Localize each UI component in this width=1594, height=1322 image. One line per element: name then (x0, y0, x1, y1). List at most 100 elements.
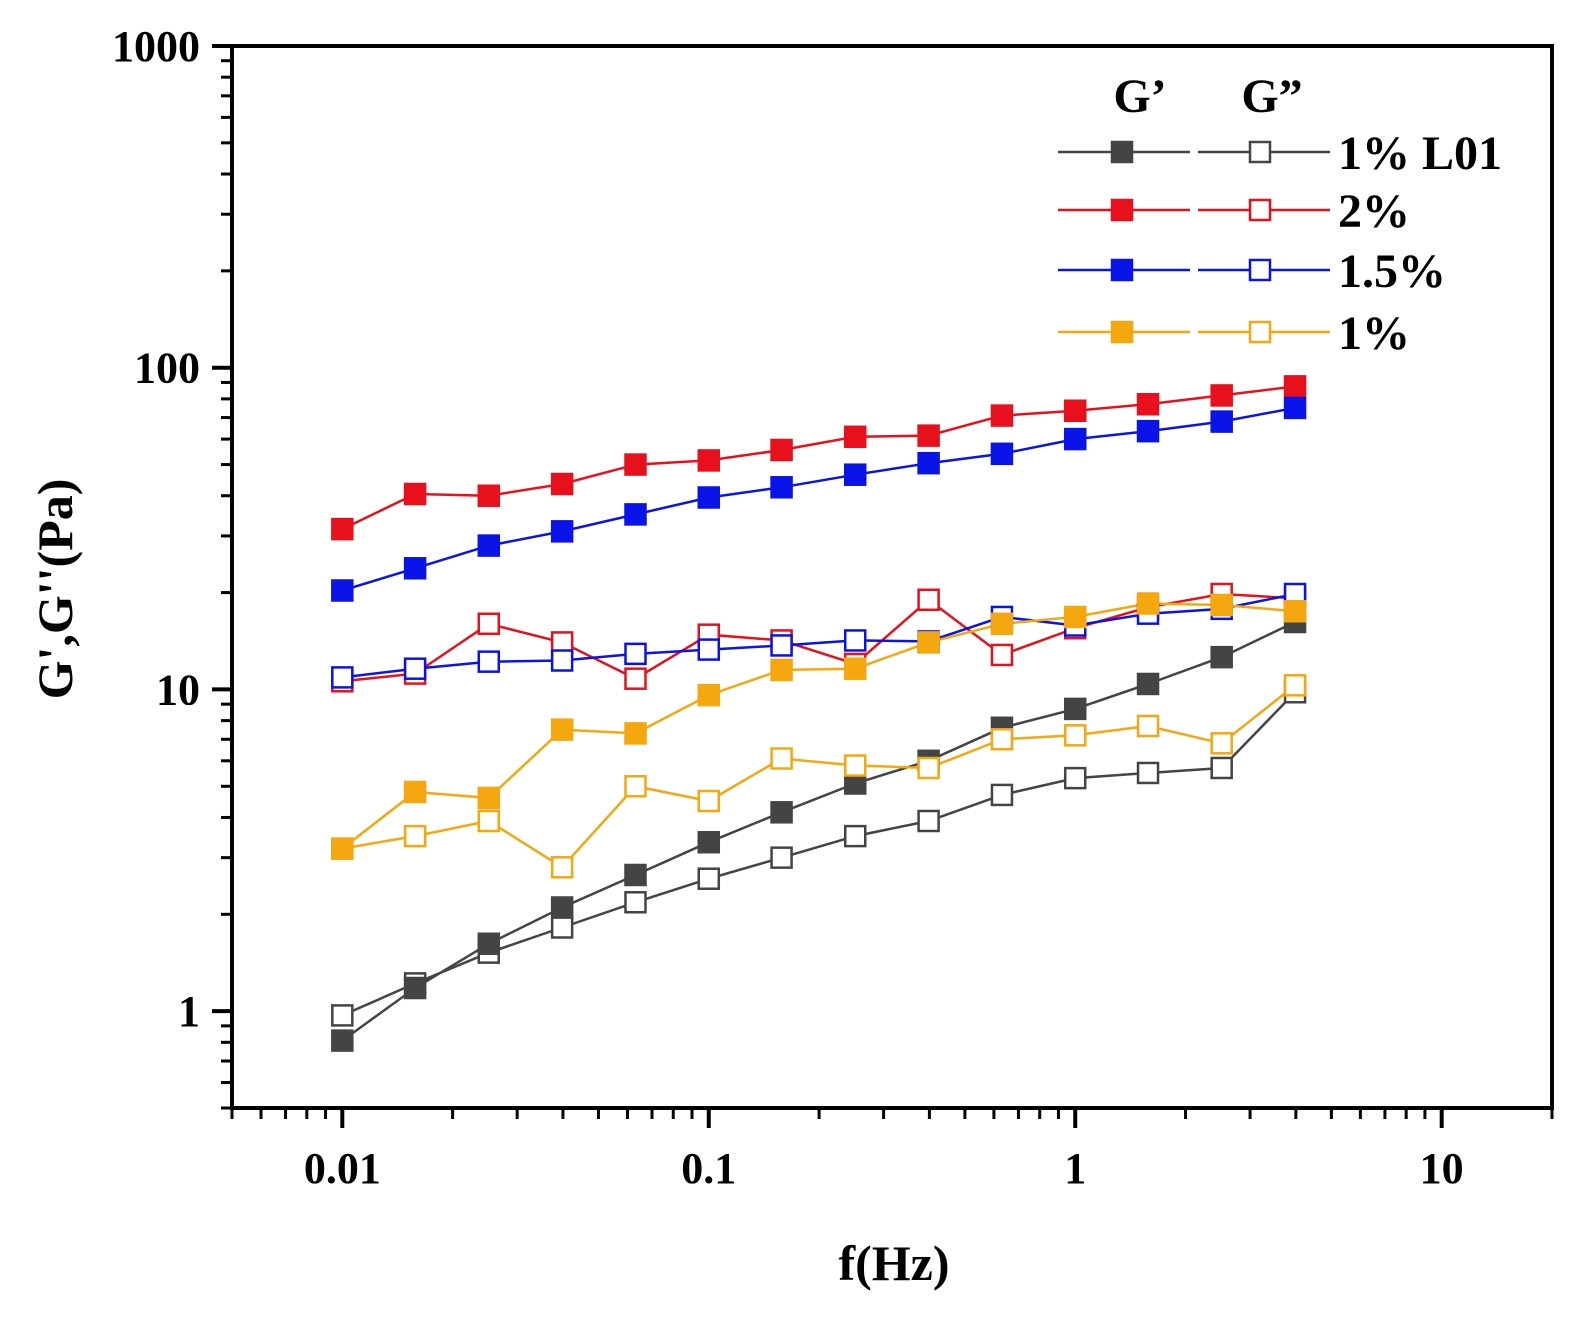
x-tick-label: 0.1 (681, 1144, 736, 1193)
marker-storage-point (477, 534, 501, 557)
marker-storage-point (550, 718, 574, 741)
marker-loss-point (843, 754, 867, 777)
marker-storage-point (1136, 392, 1160, 416)
y-tick-label: 1000 (112, 22, 200, 71)
marker-loss-point (917, 756, 940, 780)
labels-layer: 0.01 0.1 1 10 1 10 100 1000 (112, 22, 1464, 1193)
legend-marker-storage (1110, 198, 1134, 222)
marker-storage-point (331, 837, 354, 860)
marker-storage-point (1063, 605, 1087, 629)
marker-loss-point (624, 775, 647, 798)
marker-storage-point (477, 786, 501, 810)
marker-loss-point (1283, 674, 1307, 697)
marker-storage-point (624, 453, 647, 476)
legend-label: 2% (1338, 185, 1410, 238)
marker-loss-point (843, 824, 867, 848)
x-tick-label: 1 (1064, 1144, 1086, 1193)
legend-marker-storage (1110, 140, 1134, 164)
marker-storage-point (990, 612, 1014, 636)
series-line-g-storage (341, 385, 1296, 531)
series-line-g-loss (342, 592, 1296, 679)
marker-storage-point (770, 658, 793, 682)
marker-loss-point (1136, 761, 1160, 785)
marker-loss-point (331, 666, 354, 689)
marker-loss-point (1210, 756, 1233, 780)
marker-loss-point (990, 783, 1014, 807)
marker-storage-point (331, 517, 354, 541)
y-tick-label: 10 (156, 665, 200, 714)
y-tick-label: 100 (134, 344, 200, 393)
marker-storage-point (624, 503, 647, 526)
marker-storage-point (1063, 427, 1087, 451)
marker-loss-point (550, 916, 574, 939)
marker-storage-point (770, 438, 793, 462)
marker-storage-point (770, 476, 793, 499)
series-line-g-loss (341, 691, 1296, 1017)
marker-loss-point (624, 667, 647, 690)
marker-storage-point (990, 404, 1014, 427)
marker-loss-point (697, 867, 721, 890)
marker-loss-point (990, 728, 1014, 751)
marker-loss-point (1210, 732, 1233, 755)
marker-loss-point (477, 612, 501, 636)
marker-storage-point (331, 1029, 354, 1052)
marker-storage-point (624, 863, 647, 887)
legend-label: 1% L01 (1338, 127, 1502, 180)
legend-label: 1.5% (1338, 245, 1446, 298)
marker-storage-point (917, 424, 940, 447)
series-line-g-storage (341, 602, 1296, 850)
marker-storage-point (550, 472, 574, 496)
marker-loss-point (770, 634, 793, 657)
legend-header-loss: G” (1241, 70, 1302, 123)
marker-loss-point (1136, 714, 1160, 738)
marker-loss-point (770, 846, 793, 869)
marker-storage-point (990, 442, 1014, 466)
marker-storage-point (403, 780, 427, 804)
legend-label: 1% (1338, 307, 1410, 360)
lines-layer (341, 385, 1296, 1042)
marker-loss-point (550, 649, 574, 672)
marker-storage-point (843, 463, 867, 486)
legend-header-storage: G’ (1113, 70, 1166, 123)
x-tick-label: 10 (1420, 1144, 1464, 1193)
legend-marker-loss (1248, 140, 1272, 164)
marker-storage-point (550, 896, 574, 919)
marker-storage-point (1136, 419, 1160, 443)
marker-loss-point (917, 809, 940, 833)
marker-storage-point (550, 520, 574, 543)
marker-storage-point (697, 449, 721, 472)
series-line-g-loss (342, 592, 1296, 683)
marker-storage-point (477, 484, 501, 507)
marker-storage-point (843, 657, 867, 680)
marker-loss-point (843, 629, 867, 652)
y-axis-title: G',G''(Pa) (27, 479, 83, 700)
marker-loss-point (697, 638, 721, 661)
marker-storage-point (403, 482, 427, 506)
marker-storage-point (1283, 599, 1307, 623)
y-tick-label: 1 (178, 987, 200, 1036)
marker-storage-point (1063, 399, 1087, 422)
marker-storage-point (477, 932, 501, 955)
marker-loss-point (1063, 766, 1087, 790)
marker-storage-point (917, 451, 940, 475)
marker-storage-point (1210, 384, 1233, 407)
marker-storage-point (1136, 672, 1160, 696)
series-line-g-storage (341, 620, 1296, 1042)
legend-marker-loss (1248, 258, 1272, 282)
legend-marker-storage (1110, 258, 1134, 282)
marker-storage-point (624, 722, 647, 745)
marker-loss-point (990, 643, 1014, 667)
marker-loss-point (403, 657, 427, 680)
marker-storage-point (917, 631, 940, 654)
plot-frame (230, 44, 1554, 1110)
marker-storage-point (697, 683, 721, 707)
marker-storage-point (843, 425, 867, 449)
series-line-g-storage (341, 406, 1296, 592)
marker-loss-point (550, 856, 574, 879)
marker-storage-point (1210, 645, 1233, 669)
marker-loss-point (624, 891, 647, 914)
marker-storage-point (1210, 593, 1233, 617)
